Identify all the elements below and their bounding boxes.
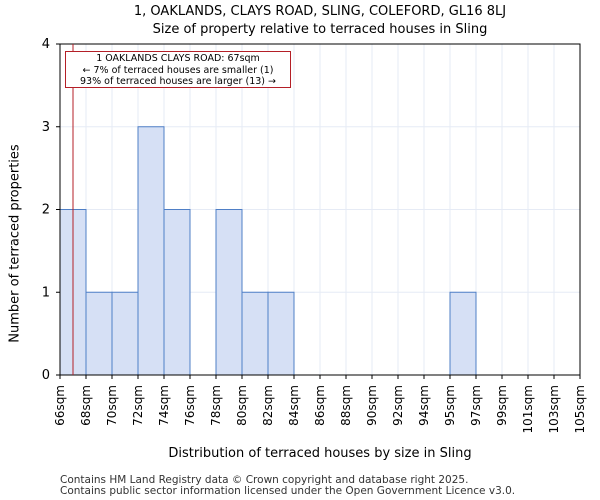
x-tick-label: 105sqm bbox=[573, 385, 587, 433]
x-axis-label: Distribution of terraced houses by size … bbox=[168, 446, 472, 461]
x-tick-label: 101sqm bbox=[521, 385, 535, 433]
y-tick-label: 3 bbox=[42, 120, 50, 135]
bar bbox=[137, 126, 165, 376]
annotation-line-3: 93% of terraced houses are larger (13) → bbox=[80, 76, 276, 87]
bar bbox=[85, 291, 113, 376]
x-tick-label: 78sqm bbox=[209, 385, 223, 426]
x-tick-label: 80sqm bbox=[235, 385, 249, 426]
y-tick-label: 4 bbox=[42, 37, 50, 52]
x-tick-label: 66sqm bbox=[53, 385, 67, 426]
bar bbox=[215, 209, 243, 376]
x-tick-label: 92sqm bbox=[391, 385, 405, 426]
x-tick-label: 94sqm bbox=[417, 385, 431, 426]
x-tick-label: 103sqm bbox=[547, 385, 561, 433]
bar bbox=[241, 291, 269, 376]
bar bbox=[449, 291, 477, 376]
bar bbox=[267, 291, 295, 376]
chart-title: 1, OAKLANDS, CLAYS ROAD, SLING, COLEFORD… bbox=[133, 4, 507, 19]
y-tick-label: 0 bbox=[42, 368, 50, 383]
x-tick-label: 86sqm bbox=[313, 385, 327, 426]
x-tick-label: 99sqm bbox=[495, 385, 509, 426]
marker-annotation: 1 OAKLANDS CLAYS ROAD: 67sqm ← 7% of ter… bbox=[65, 51, 291, 88]
x-tick-label: 72sqm bbox=[131, 385, 145, 426]
x-tick-label: 97sqm bbox=[469, 385, 483, 426]
y-axis-label: Number of terraced properties bbox=[7, 144, 23, 343]
x-tick-label: 95sqm bbox=[443, 385, 457, 426]
x-tick-label: 82sqm bbox=[261, 385, 275, 426]
footer-line-2: Contains public sector information licen… bbox=[60, 485, 516, 497]
y-tick-label: 1 bbox=[42, 285, 50, 300]
footer-line-1: Contains HM Land Registry data © Crown c… bbox=[60, 474, 469, 486]
x-tick-label: 90sqm bbox=[365, 385, 379, 426]
x-tick-label: 76sqm bbox=[183, 385, 197, 426]
annotation-line-1: 1 OAKLANDS CLAYS ROAD: 67sqm bbox=[96, 53, 260, 64]
x-tick-label: 68sqm bbox=[79, 385, 93, 426]
x-tick-label: 84sqm bbox=[287, 385, 301, 426]
bar bbox=[163, 209, 191, 376]
chart-subtitle: Size of property relative to terraced ho… bbox=[152, 22, 488, 37]
x-tick-label: 70sqm bbox=[105, 385, 119, 426]
x-tick-label: 74sqm bbox=[157, 385, 171, 426]
x-tick-label: 88sqm bbox=[339, 385, 353, 426]
bar bbox=[111, 291, 139, 376]
annotation-line-2: ← 7% of terraced houses are smaller (1) bbox=[82, 64, 274, 76]
y-tick-label: 2 bbox=[42, 203, 50, 218]
